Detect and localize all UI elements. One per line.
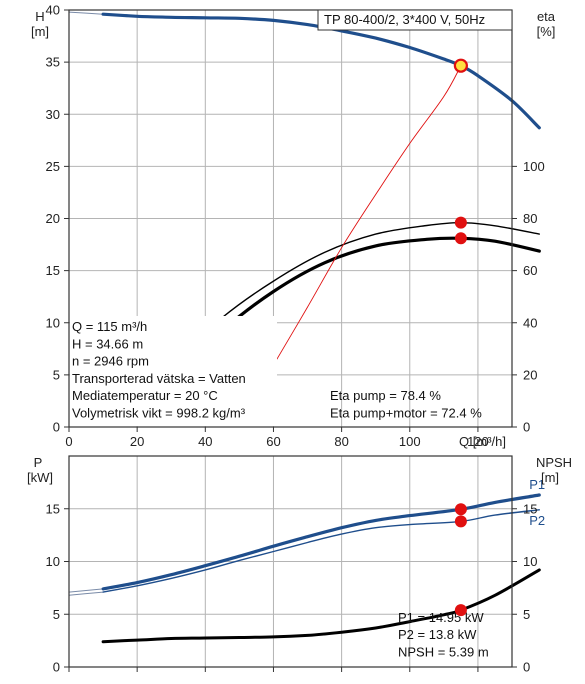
chart-title: TP 80-400/2, 3*400 V, 50Hz (324, 12, 485, 27)
bottom-info-line: NPSH = 5.39 m (398, 644, 489, 659)
top-info-line: H = 34.66 m (72, 336, 143, 351)
curve-extension (68, 588, 104, 593)
top-markers (453, 58, 468, 245)
right-axis-tick-label: 100 (523, 159, 545, 174)
top-info-line: Transporterad vätska = Vatten (72, 371, 246, 386)
right-axis-tick-label: 20 (523, 367, 537, 382)
x-axis-tick-label: 40 (198, 434, 212, 449)
bottom-left-axis-label-1: P (34, 455, 43, 470)
top-info-line: n = 2946 rpm (72, 354, 149, 369)
bottom-left-axis-label-2: [kW] (27, 470, 53, 485)
left-axis-tick-label: 25 (46, 159, 60, 174)
top-eta-line: Eta pump+motor = 72.4 % (330, 405, 482, 420)
right-axis-tick-label: 80 (523, 211, 537, 226)
curve (101, 12, 541, 130)
left-axis-tick-label: 40 (46, 3, 60, 18)
x-axis-tick-label: 80 (334, 434, 348, 449)
left-axis-tick-label: 0 (53, 420, 60, 435)
left-axis-tick-label: 0 (53, 660, 60, 675)
top-info-line: Q = 115 m³/h (72, 319, 147, 334)
top-right-axis-label-1: eta (537, 9, 556, 24)
top-axis-ticks: 0 5 10 15 20 25 30 35 40 0 20 40 60 80 100 0 20 40 60 80 100… (46, 3, 545, 450)
top-info-text: Q = 115 m³/h H = 34.66 m n = 2946 rpm Trans… (72, 319, 246, 421)
right-axis-tick-label: 0 (523, 660, 530, 675)
top-grid (69, 10, 512, 427)
x-axis-tick-label: 20 (130, 434, 144, 449)
chart-title-box (317, 9, 513, 31)
top-eta-text: Eta pump = 78.4 % Eta pump+motor = 72.4 % (330, 388, 482, 420)
x-axis-tick-label: 60 (266, 434, 280, 449)
left-axis-tick-label: 15 (46, 501, 60, 516)
operating-point-marker (454, 515, 467, 528)
left-axis-tick-label: 10 (46, 315, 60, 330)
x-axis-tick-label: 100 (399, 434, 421, 449)
bottom-right-axis-label-2: [m] (541, 470, 559, 485)
left-axis-tick-label: 15 (46, 263, 60, 278)
x-axis-tick-label: 120 (467, 434, 489, 449)
top-x-axis-label: Q [m³/h] (459, 434, 506, 449)
right-axis-tick-label: 5 (523, 607, 530, 622)
left-axis-tick-label: 5 (53, 367, 60, 382)
right-axis-tick-label: 10 (523, 554, 537, 569)
operating-point-marker (454, 232, 467, 245)
right-axis-tick-label: 60 (523, 263, 537, 278)
bottom-info-text: P1 = 14.95 kW P2 = 13.8 kW NPSH = 5.39 m (398, 610, 489, 659)
top-left-axis-label-1: H (35, 9, 44, 24)
curve-extension (68, 11, 104, 15)
operating-point-marker (454, 216, 467, 229)
top-info-box (70, 316, 277, 426)
operating-point-marker (453, 58, 468, 73)
left-axis-tick-label: 35 (46, 55, 60, 70)
top-info-line: Mediatemperatur = 20 °C (72, 388, 218, 403)
left-axis-tick-label: 5 (53, 607, 60, 622)
left-axis-tick-label: 20 (46, 211, 60, 226)
bottom-markers (454, 503, 467, 617)
p2-curve (102, 509, 540, 593)
right-axis-tick-label: 0 (523, 420, 530, 435)
top-left-axis-label-2: [m] (31, 24, 49, 39)
operating-point-marker (454, 604, 467, 617)
curve (276, 65, 462, 360)
curve-extension (68, 591, 104, 596)
right-axis-tick-label: 15 (523, 501, 537, 516)
left-axis-tick-label: 30 (46, 107, 60, 122)
series-label-p1: P1 (529, 477, 545, 492)
x-axis-tick-label: 0 (65, 434, 72, 449)
operating-point-marker (454, 503, 467, 516)
curve (170, 221, 540, 366)
series-label-p2: P2 (529, 513, 545, 528)
bottom-right-axis-label-1: NPSH (536, 455, 572, 470)
bottom-axis-ticks: 0 5 10 15 0 5 10 15 (46, 501, 538, 674)
bottom-info-line: P2 = 13.8 kW (398, 627, 477, 642)
bottom-info-line: P1 = 14.95 kW (398, 610, 484, 625)
right-axis-tick-label: 40 (523, 315, 537, 330)
top-info-line: Volymetrisk vikt = 998.2 kg/m³ (72, 406, 246, 421)
left-axis-tick-label: 10 (46, 554, 60, 569)
top-right-axis-label-2: [%] (537, 24, 556, 39)
bottom-grid (69, 456, 512, 667)
top-eta-line: Eta pump = 78.4 % (330, 388, 441, 403)
